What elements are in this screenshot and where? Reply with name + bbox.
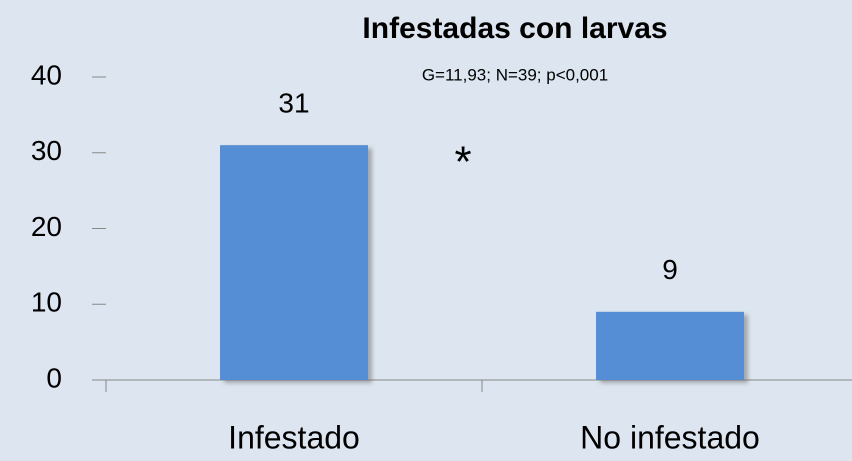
chart-title: Infestadas con larvas bbox=[362, 12, 667, 45]
y-tick-label: 10 bbox=[31, 287, 62, 318]
value-label: 31 bbox=[278, 88, 309, 119]
y-tick-label: 40 bbox=[31, 59, 62, 90]
significance-mark: * bbox=[454, 138, 471, 187]
bar bbox=[220, 145, 368, 380]
y-tick-label: 0 bbox=[46, 362, 62, 393]
y-tick-label: 30 bbox=[31, 135, 62, 166]
bar bbox=[596, 311, 744, 380]
x-tick-label: No infestado bbox=[580, 419, 760, 455]
chart-subtitle: G=11,93; N=39; p<0,001 bbox=[422, 65, 608, 84]
value-label: 9 bbox=[662, 254, 678, 285]
y-tick-label: 20 bbox=[31, 211, 62, 242]
x-tick-label: Infestado bbox=[228, 419, 360, 455]
